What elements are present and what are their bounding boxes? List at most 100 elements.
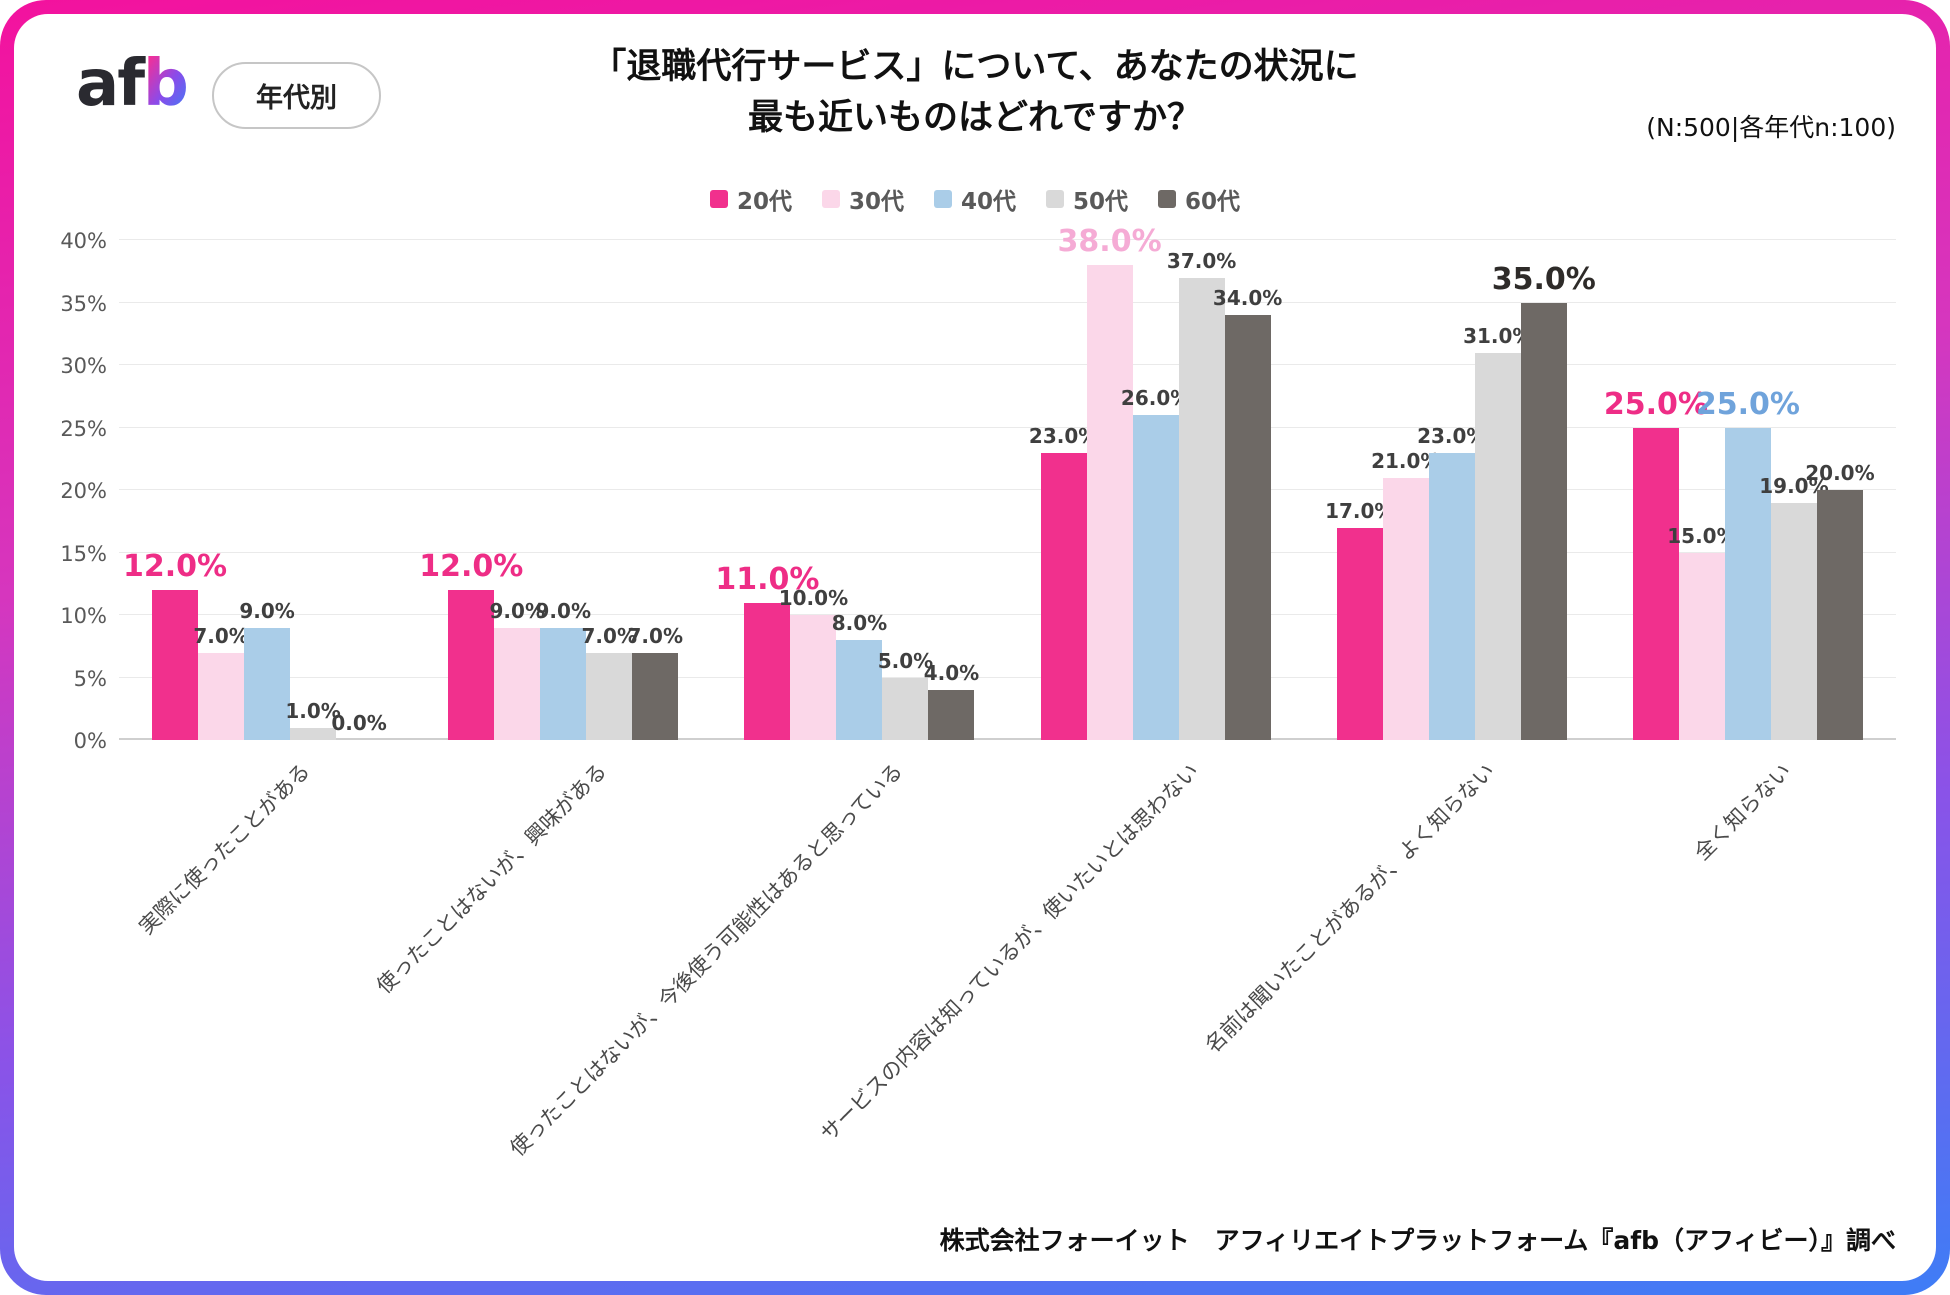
value-label: 9.0% <box>489 598 545 623</box>
afb-logo: afb <box>76 52 189 116</box>
bar: 19.0% <box>1759 474 1829 740</box>
chart-title-line2: 最も近いものはどれですか？ <box>748 97 1202 138</box>
legend-swatch <box>1158 190 1177 208</box>
bar: 38.0% <box>1058 224 1162 740</box>
bar: 9.0% <box>239 599 295 740</box>
gridline <box>119 489 1896 490</box>
chart-card: afb 年代別 「退職代行サービス」について、あなたの状況に 最も近いものはどれ… <box>14 14 1936 1281</box>
bar: 11.0% <box>715 562 819 740</box>
bar: 10.0% <box>779 586 848 740</box>
legend-item: 50代 <box>1046 182 1128 216</box>
chart-title: 「退職代行サービス」について、あなたの状況に 最も近いものはどれですか？ <box>14 42 1936 144</box>
y-tick-label: 25% <box>60 416 107 441</box>
legend-swatch <box>821 190 840 208</box>
plot-area: 0% 5% 10% 15% 20% 25% 30% 35% 40% 12.0% 7.0% 9.0% 1.… <box>60 224 1896 1161</box>
bar: 9.0% <box>536 599 591 740</box>
value-label: 4.0% <box>923 661 980 685</box>
logo-text-dark: af <box>76 47 145 121</box>
bar: 34.0% <box>1213 286 1282 740</box>
y-tick-label: 30% <box>60 354 107 378</box>
value-label: 25.0% <box>1695 386 1800 422</box>
legend-label: 20代 <box>736 189 792 215</box>
bar: 25.0% <box>1604 387 1708 740</box>
value-label: 25.0% <box>1603 386 1708 422</box>
gridline <box>119 364 1896 365</box>
bar: 5.0% <box>878 649 933 740</box>
bar: 7.0% <box>582 624 637 740</box>
legend-label: 30代 <box>848 189 904 215</box>
value-label: 9.0% <box>535 598 591 623</box>
y-tick-label: 0% <box>73 729 107 753</box>
value-label: 35.0% <box>1491 261 1596 297</box>
bar: 23.0% <box>1029 424 1098 740</box>
value-label: 34.0% <box>1212 286 1283 310</box>
bar: 31.0% <box>1463 324 1532 740</box>
value-label: 7.0% <box>581 623 637 648</box>
bar: 23.0% <box>1417 424 1486 740</box>
bar: 37.0% <box>1167 249 1236 740</box>
bar: 12.0% <box>419 549 523 740</box>
legend-item: 30代 <box>821 182 904 216</box>
bar: 12.0% <box>123 549 227 740</box>
bar-group: 25.0% 15.0% 25.0% 19.0% 20.0% <box>1600 240 1896 740</box>
gridline <box>119 551 1896 553</box>
y-tick-label: 35% <box>60 291 107 316</box>
bar: 9.0% <box>490 599 545 740</box>
logo-text-gradient: b <box>143 47 189 121</box>
bar-group: 12.0% 9.0% 9.0% 7.0% 7.0% <box>415 240 711 740</box>
bar-chart: 0% 5% 10% 15% 20% 25% 30% 35% 40% 12.0% 7.0% 9.0% 1.… <box>59 224 1896 1161</box>
gridline <box>119 614 1896 615</box>
source-note: 株式会社フォーイット アフィリエイトプラットフォーム『afb（アフィビー）』調べ <box>939 1226 1896 1255</box>
gridline <box>119 301 1896 303</box>
value-label: 8.0% <box>831 611 888 635</box>
x-category-label: 実際に使ったことがある <box>134 758 315 940</box>
y-tick-label: 5% <box>73 666 107 691</box>
value-label: 5.0% <box>877 648 934 673</box>
x-category-label: 名前は聞いたことがあるが、よく知らない <box>1200 758 1500 1058</box>
bar: 4.0% <box>924 661 979 740</box>
y-tick-label: 20% <box>60 479 107 503</box>
age-group-badge: 年代別 <box>212 62 381 129</box>
bar-group: 12.0% 7.0% 9.0% 1.0% 0.0% <box>119 240 415 740</box>
value-label: 20.0% <box>1805 461 1875 485</box>
bar-group: 17.0% 21.0% 23.0% 31.0% 35.0% <box>1304 240 1600 740</box>
legend: 20代 30代 40代 50代 60代 <box>14 182 1936 216</box>
y-tick-label: 40% <box>60 229 107 253</box>
bar-groups: 12.0% 7.0% 9.0% 1.0% 0.0% 12.0% 9.0% 9.0% 7.0% 7.… <box>119 224 1896 740</box>
value-label: 38.0% <box>1057 224 1162 259</box>
y-tick-label: 15% <box>60 541 107 566</box>
value-label: 7.0% <box>193 623 249 648</box>
bar: 15.0% <box>1667 524 1737 740</box>
sample-size-note: (N:500|各年代n:100) <box>1646 113 1896 142</box>
value-label: 11.0% <box>715 561 820 597</box>
bar: 20.0% <box>1805 461 1875 740</box>
bar-group: 11.0% 10.0% 8.0% 5.0% 4.0% <box>711 240 1007 740</box>
gridline <box>119 239 1896 240</box>
gridline <box>119 426 1896 428</box>
value-label: 12.0% <box>419 549 524 584</box>
legend-label: 50代 <box>1073 189 1129 215</box>
x-axis-baseline <box>119 738 1896 740</box>
value-label: 1.0% <box>285 698 341 723</box>
bar: 26.0% <box>1121 386 1190 740</box>
bar: 25.0% <box>1696 387 1800 740</box>
legend-label: 60代 <box>1185 189 1241 215</box>
value-label: 10.0% <box>778 586 849 610</box>
bar: 21.0% <box>1371 449 1440 740</box>
value-label: 7.0% <box>627 623 683 648</box>
bar: 17.0% <box>1325 499 1394 740</box>
x-category-label: サービスの内容は知っているが、使いたいとは思わない <box>816 758 1204 1146</box>
legend-item: 40代 <box>933 182 1016 216</box>
bar: 7.0% <box>628 624 683 740</box>
value-label: 0.0% <box>331 711 387 735</box>
y-tick-label: 10% <box>60 604 107 628</box>
bar: 1.0% <box>285 699 341 740</box>
bar-group: 23.0% 38.0% 26.0% 37.0% 34.0% <box>1008 224 1304 740</box>
bar: 35.0% <box>1492 262 1596 740</box>
x-category-label: 使ったことはないが、興味がある <box>371 758 612 999</box>
legend-item: 60代 <box>1158 182 1240 216</box>
bar: 7.0% <box>193 624 249 740</box>
value-label: 9.0% <box>239 598 295 623</box>
x-category-label: 全く知らない <box>1689 758 1796 865</box>
